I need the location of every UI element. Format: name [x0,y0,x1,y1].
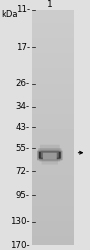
Text: 34-: 34- [16,102,30,111]
Text: 26-: 26- [16,79,30,88]
FancyBboxPatch shape [38,148,61,158]
Text: 1: 1 [47,0,53,9]
FancyBboxPatch shape [40,145,60,154]
Text: 43-: 43- [16,122,30,132]
FancyBboxPatch shape [42,155,58,164]
FancyBboxPatch shape [39,152,60,162]
Text: 11-: 11- [16,6,30,15]
FancyBboxPatch shape [37,151,63,160]
Text: 95-: 95- [16,190,30,200]
Text: 72-: 72- [16,167,30,176]
Text: 130-: 130- [10,218,30,226]
Text: 17-: 17- [16,43,30,52]
FancyBboxPatch shape [41,151,59,158]
Text: kDa: kDa [1,10,17,19]
Text: 170-: 170- [10,240,30,250]
FancyBboxPatch shape [39,152,61,159]
Text: 55-: 55- [16,144,30,153]
FancyBboxPatch shape [43,153,57,160]
